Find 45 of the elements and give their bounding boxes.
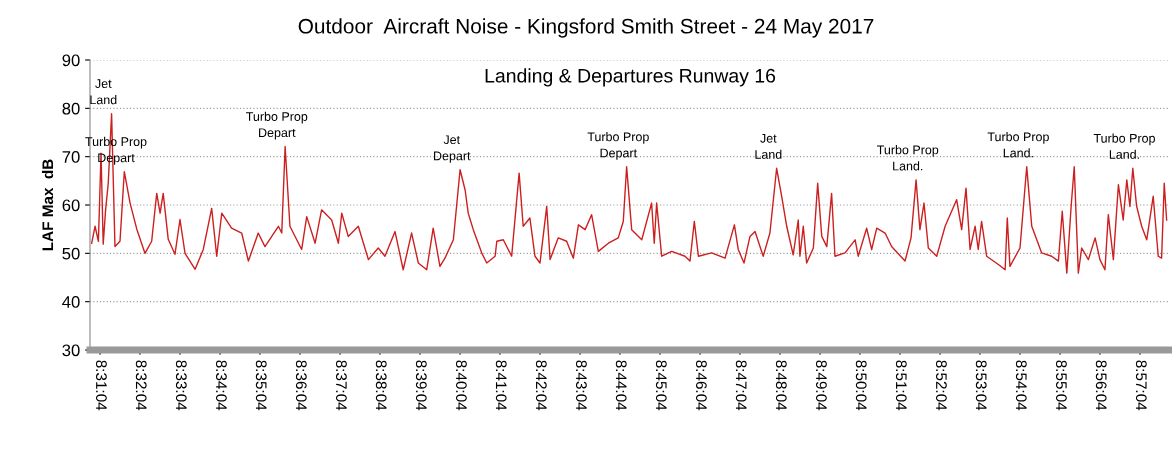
- chart-title: Outdoor Aircraft Noise - Kingsford Smith Street - 24 May 2017: [298, 18, 874, 38]
- x-tick-label: 8:43:04: [575, 360, 587, 411]
- x-tick-label: 8:47:04: [735, 360, 747, 411]
- y-tick-label: 40: [62, 296, 80, 308]
- y-axis-title: LAF Max dB: [41, 159, 54, 251]
- annotation: Turbo Prop Depart: [246, 111, 308, 140]
- annotation: Turbo Prop Land.: [987, 132, 1049, 158]
- x-tick-label: 8:31:04: [95, 360, 107, 411]
- x-tick-label: 8:51:04: [895, 360, 907, 411]
- y-tick-label: 50: [62, 247, 80, 260]
- x-tick-label: 8:41:04: [495, 360, 507, 411]
- y-tick-label: 80: [62, 102, 80, 115]
- annotation: Jet Land: [755, 133, 782, 159]
- x-tick-label: 8:45:04: [655, 360, 667, 411]
- x-tick-label: 8:49:04: [815, 360, 827, 411]
- x-tick-label: 8:44:04: [615, 360, 627, 411]
- annotation: Turbo Prop Land.: [1093, 133, 1155, 159]
- x-tick-label: 8:57:04: [1135, 360, 1147, 411]
- y-tick-label: 30: [62, 344, 80, 357]
- x-tick-label: 8:34:04: [215, 360, 227, 411]
- x-tick-label: 8:50:04: [855, 360, 867, 411]
- y-tick-label: 90: [62, 54, 80, 67]
- annotation: Jet Land: [90, 79, 117, 105]
- x-tick-label: 8:40:04: [455, 360, 467, 411]
- annotation: Turbo Prop Land.: [877, 145, 939, 171]
- x-tick-label: 8:35:04: [255, 360, 267, 411]
- annotation: Turbo Prop Depart: [587, 132, 649, 160]
- x-tick-label: 8:33:04: [175, 360, 187, 411]
- x-tick-label: 8:37:04: [335, 360, 347, 411]
- chart-subtitle: Landing & Departures Runway 16: [485, 68, 776, 87]
- y-tick-label: 60: [62, 199, 80, 212]
- x-tick-label: 8:56:04: [1095, 360, 1107, 411]
- x-tick-label: 8:55:04: [1055, 360, 1067, 411]
- x-tick-label: 8:36:04: [295, 360, 307, 411]
- x-tick-label: 8:48:04: [775, 360, 787, 411]
- x-tick-label: 8:39:04: [415, 360, 427, 411]
- x-tick-label: 8:38:04: [375, 360, 387, 411]
- y-tick-label: 70: [62, 151, 80, 163]
- x-tick-label: 8:52:04: [935, 360, 947, 411]
- x-tick-label: 8:42:04: [535, 360, 547, 411]
- x-tick-label: 8:46:04: [695, 360, 707, 411]
- x-tick-label: 8:54:04: [1015, 360, 1027, 411]
- x-tick-label: 8:32:04: [135, 360, 147, 411]
- annotation: Jet Depart: [434, 135, 471, 163]
- x-tick-label: 8:53:04: [975, 360, 987, 411]
